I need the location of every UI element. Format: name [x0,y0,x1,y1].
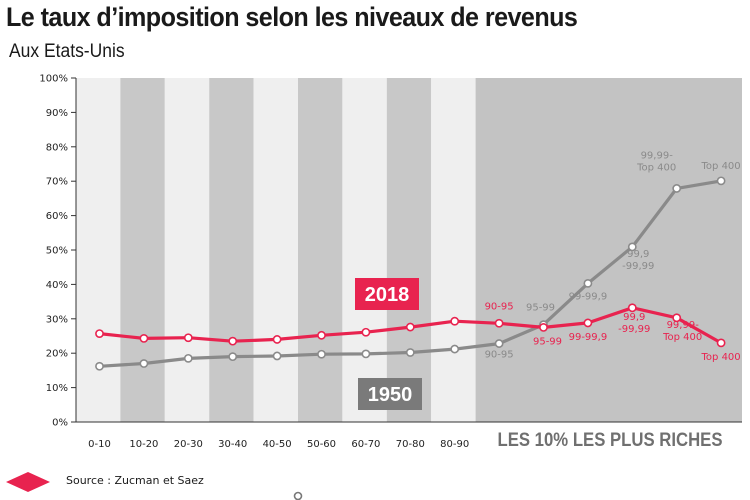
series-1950-point [494,339,504,348]
x-tick-label: 30-40 [218,439,247,450]
series-2018-point [228,336,238,346]
series-1950-point-label: 99-99,9 [569,291,608,302]
series-1950-badge-label: 1950 [368,384,413,406]
series-1950-point [627,242,637,252]
series-2018-point-label: Top 400 [701,352,741,363]
series-2018-point [95,329,104,338]
series-2018-badge [355,278,419,310]
series-1950-point [716,176,726,186]
chart-title: Le taux d’imposition selon les niveaux d… [6,2,578,32]
series-1950-point [450,344,460,354]
source-marker-icon [6,472,50,492]
series-1950-point [228,352,238,362]
series-2018-point [183,333,193,343]
series-2018-point-label: 90-95 [485,301,514,312]
category-band [298,78,343,422]
y-tick-label: 80% [46,142,68,153]
series-2018-point [583,318,593,328]
series-1950-badge [358,378,422,410]
series-2018-point [405,322,415,332]
category-band [120,78,165,422]
series-2018-point-label: 99,99-Top 400 [662,320,702,343]
y-tick-label: 50% [46,246,68,257]
y-tick-label: 20% [46,349,68,360]
y-tick-label: 40% [46,280,68,291]
series-2018-point [716,338,726,348]
series-2018-point-label: 99,9 -99,99 [618,312,650,335]
y-tick-label: 60% [46,211,68,222]
series-2018-point [139,334,149,343]
source-note: Source : Zucman et Saez [66,474,204,487]
series-2018-point [317,330,326,340]
x-tick-label: 20-30 [174,439,203,450]
category-band [386,78,432,422]
x-tick-label: 0-10 [88,439,111,450]
y-tick-label: 10% [46,383,68,394]
series-1950-point-label: Top 400 [701,161,741,172]
series-1950-point [583,278,593,288]
series-1950-point [672,184,682,193]
top-10-percent-zone [475,78,742,422]
y-tick-label: 70% [46,177,68,188]
series-2018-point [450,316,460,326]
category-band [164,78,210,422]
category-band [342,78,387,422]
y-tick-label: 30% [46,314,68,325]
x-tick-label: 70-80 [396,439,425,450]
category-band [253,78,298,422]
x-tick-label: 10-20 [129,439,158,450]
category-band [209,78,254,422]
series-1950-point [95,361,104,371]
series-1950-point-label: 90-95 [485,350,514,361]
series-2018-point [272,335,282,344]
series-1950-point [405,348,415,357]
series-2018-point-label: 95-99 [533,336,562,347]
series-2018-point [627,303,637,313]
series-2018-point [361,327,371,337]
top-10-percent-label: LES 10% LES PLUS RICHES [498,430,723,451]
x-tick-label: 80-90 [440,439,469,450]
category-band [431,78,476,422]
y-tick-label: 0% [52,418,68,429]
series-2018-point [672,313,682,323]
series-1950-point [272,351,282,361]
series-1950-point-label: 99,99-Top 400 [636,150,676,173]
series-2018-point-label: 99-99,9 [569,332,608,343]
chart-subtitle: Aux Etats-Unis [9,41,125,62]
series-1950-point-label: 95-99 [526,303,555,314]
series-1950-point [139,359,149,368]
series-1950-point [183,353,193,363]
x-tick-label: 60-70 [351,439,380,450]
x-tick-label: 40-50 [263,439,292,450]
series-2018-point [494,318,504,328]
series-1950-point [361,349,371,359]
y-tick-label: 90% [46,108,68,119]
series-1950-point [317,349,326,359]
x-tick-label: 50-60 [307,439,336,450]
y-tick-label: 100% [39,74,68,85]
series-1950-point-label: 99,9 -99,99 [622,249,654,272]
series-2018-badge-label: 2018 [365,284,410,306]
decorative-dot-icon [293,491,303,500]
series-2018-point [539,322,548,332]
